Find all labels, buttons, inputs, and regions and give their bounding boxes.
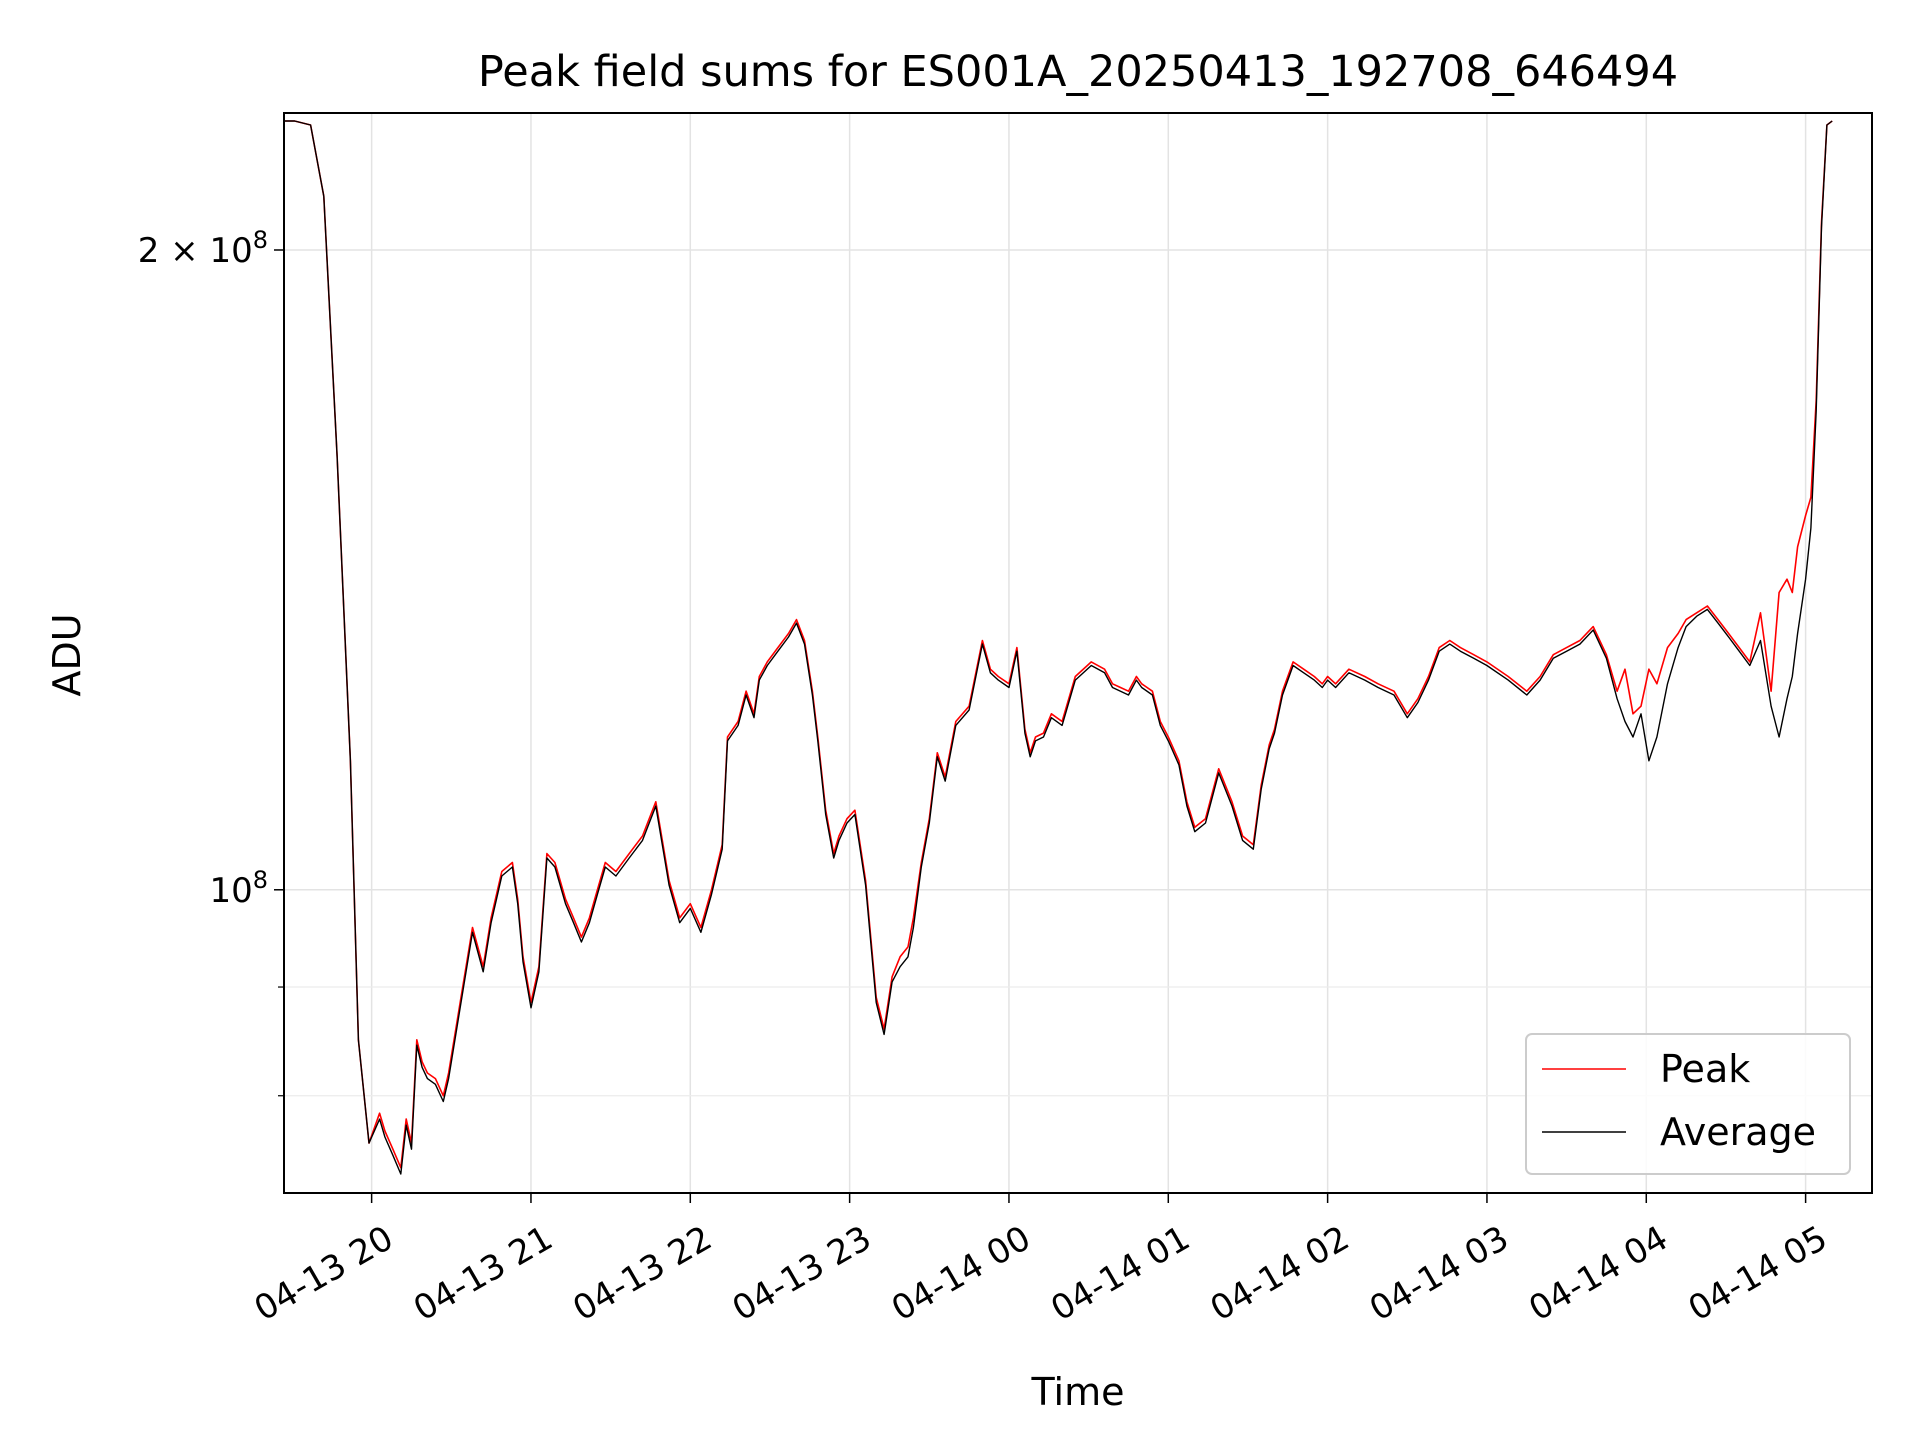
legend: Peak Average (1525, 1033, 1851, 1175)
y-tick-label: 2 × 108 (138, 226, 268, 271)
x-axis-label: Time (1031, 1370, 1125, 1414)
y-axis-label: ADU (45, 613, 89, 696)
legend-label-average: Average (1660, 1110, 1816, 1154)
chart-title: Peak field sums for ES001A_20250413_1927… (478, 47, 1678, 97)
legend-label-peak: Peak (1660, 1047, 1750, 1091)
y-axis-ticks: 108 2 × 108 (138, 226, 284, 1097)
y-tick-label: 108 (209, 866, 268, 911)
plot-frame (283, 112, 1873, 1194)
series-lines (284, 120, 1833, 1175)
series-line-average (284, 120, 1833, 1175)
series-line-peak (284, 120, 1833, 1169)
